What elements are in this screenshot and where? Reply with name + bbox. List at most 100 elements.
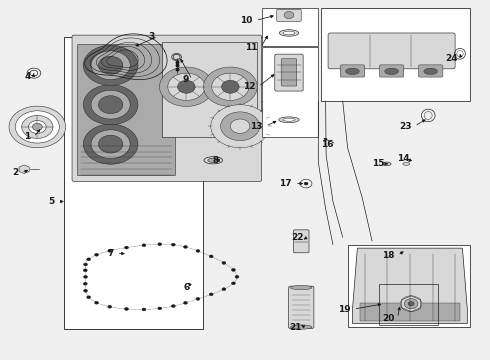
Circle shape bbox=[222, 288, 226, 291]
Circle shape bbox=[408, 302, 414, 306]
Text: 10: 10 bbox=[241, 16, 253, 25]
Circle shape bbox=[158, 243, 162, 246]
Circle shape bbox=[158, 307, 162, 310]
Circle shape bbox=[196, 249, 200, 252]
Circle shape bbox=[221, 80, 239, 93]
Circle shape bbox=[15, 111, 59, 143]
Bar bbox=[262, 8, 318, 45]
Bar bbox=[262, 47, 318, 137]
Circle shape bbox=[142, 308, 146, 311]
Circle shape bbox=[124, 246, 128, 249]
Text: 18: 18 bbox=[382, 251, 394, 260]
Circle shape bbox=[184, 246, 188, 248]
Text: 22: 22 bbox=[292, 233, 304, 242]
FancyBboxPatch shape bbox=[340, 65, 365, 77]
Ellipse shape bbox=[208, 158, 219, 162]
Text: 1: 1 bbox=[24, 132, 30, 141]
Circle shape bbox=[172, 305, 175, 307]
Circle shape bbox=[28, 121, 46, 134]
Text: 5: 5 bbox=[49, 197, 55, 206]
Circle shape bbox=[284, 12, 294, 19]
Text: 4: 4 bbox=[24, 72, 30, 81]
Circle shape bbox=[87, 258, 91, 261]
Circle shape bbox=[212, 73, 249, 100]
Ellipse shape bbox=[283, 118, 295, 121]
Circle shape bbox=[304, 182, 308, 185]
Circle shape bbox=[220, 112, 260, 140]
Bar bbox=[379, 284, 438, 325]
Circle shape bbox=[209, 293, 213, 296]
FancyBboxPatch shape bbox=[418, 65, 443, 77]
Text: 7: 7 bbox=[107, 249, 114, 258]
Circle shape bbox=[211, 105, 270, 148]
Circle shape bbox=[108, 305, 112, 308]
Ellipse shape bbox=[424, 68, 438, 75]
Circle shape bbox=[168, 73, 205, 100]
Circle shape bbox=[203, 67, 257, 107]
Circle shape bbox=[91, 130, 130, 158]
Circle shape bbox=[172, 243, 175, 246]
Circle shape bbox=[95, 253, 98, 256]
Ellipse shape bbox=[385, 68, 398, 75]
Circle shape bbox=[159, 67, 213, 107]
Text: 9: 9 bbox=[183, 75, 189, 84]
Polygon shape bbox=[352, 248, 467, 323]
Text: 13: 13 bbox=[250, 122, 263, 131]
Ellipse shape bbox=[403, 162, 410, 165]
Text: 16: 16 bbox=[321, 140, 333, 149]
Bar bbox=[347, 244, 470, 327]
Text: 15: 15 bbox=[372, 159, 385, 168]
Circle shape bbox=[91, 51, 130, 80]
FancyBboxPatch shape bbox=[275, 54, 303, 91]
Text: 14: 14 bbox=[396, 154, 409, 163]
FancyBboxPatch shape bbox=[379, 65, 404, 77]
Text: 3: 3 bbox=[149, 32, 155, 41]
Circle shape bbox=[98, 96, 123, 114]
Ellipse shape bbox=[279, 117, 299, 123]
Circle shape bbox=[84, 289, 88, 292]
Circle shape bbox=[108, 249, 112, 252]
Text: 23: 23 bbox=[399, 122, 412, 131]
Circle shape bbox=[32, 123, 42, 131]
Ellipse shape bbox=[345, 68, 359, 75]
Circle shape bbox=[83, 45, 138, 85]
Polygon shape bbox=[64, 37, 265, 329]
Circle shape bbox=[231, 269, 235, 271]
Circle shape bbox=[400, 296, 422, 312]
Circle shape bbox=[196, 297, 200, 300]
Ellipse shape bbox=[111, 55, 125, 65]
Circle shape bbox=[98, 56, 123, 74]
Bar bbox=[321, 8, 470, 101]
FancyBboxPatch shape bbox=[281, 59, 297, 86]
Text: 17: 17 bbox=[279, 179, 292, 188]
Polygon shape bbox=[19, 165, 29, 174]
Circle shape bbox=[177, 80, 195, 93]
Circle shape bbox=[404, 299, 418, 309]
Circle shape bbox=[231, 282, 235, 285]
Circle shape bbox=[83, 85, 138, 125]
Circle shape bbox=[222, 261, 226, 264]
Circle shape bbox=[84, 263, 88, 266]
FancyBboxPatch shape bbox=[277, 9, 301, 22]
Circle shape bbox=[83, 124, 138, 164]
Bar bbox=[162, 42, 257, 137]
Text: 12: 12 bbox=[243, 82, 255, 91]
Circle shape bbox=[95, 301, 98, 304]
Circle shape bbox=[83, 269, 87, 272]
FancyBboxPatch shape bbox=[328, 33, 455, 69]
Text: 8: 8 bbox=[212, 156, 219, 165]
Circle shape bbox=[87, 296, 91, 299]
FancyBboxPatch shape bbox=[72, 35, 262, 181]
Bar bbox=[360, 303, 460, 320]
Circle shape bbox=[235, 275, 239, 278]
Circle shape bbox=[209, 255, 213, 258]
Ellipse shape bbox=[283, 31, 295, 35]
Ellipse shape bbox=[279, 30, 299, 36]
Circle shape bbox=[142, 244, 146, 247]
Text: 11: 11 bbox=[245, 43, 258, 52]
Circle shape bbox=[184, 301, 188, 304]
Text: 2: 2 bbox=[12, 168, 18, 177]
Text: 21: 21 bbox=[289, 323, 302, 332]
Ellipse shape bbox=[204, 157, 222, 164]
Circle shape bbox=[124, 307, 128, 310]
